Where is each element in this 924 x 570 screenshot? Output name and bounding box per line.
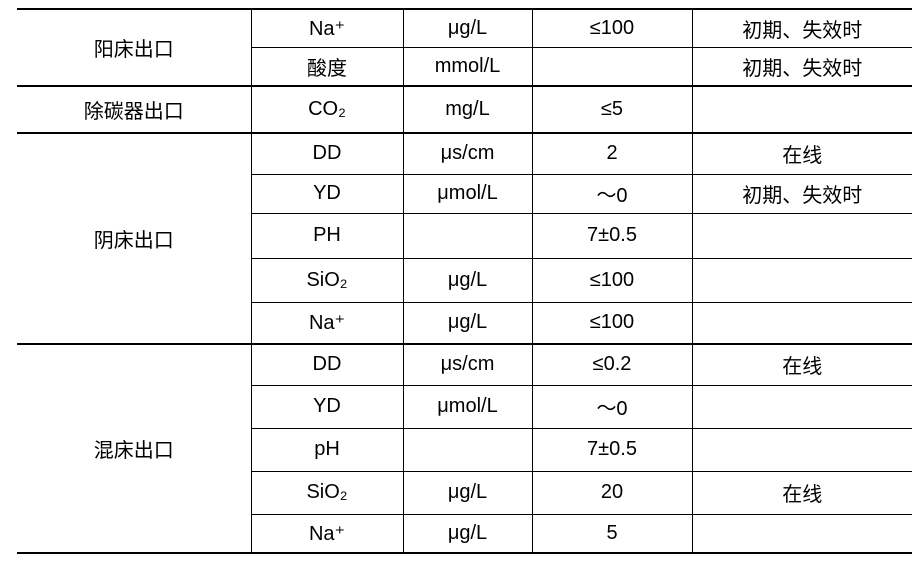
- group-label: 阴床出口: [17, 132, 252, 345]
- item-cell: DD: [250, 343, 404, 386]
- unit-cell: μg/L: [402, 301, 533, 345]
- value-cell: ≤100: [531, 301, 693, 345]
- note-cell: [691, 301, 912, 345]
- table-row: 阴床出口 DD μs/cm 2 在线: [17, 132, 912, 345]
- value-cell: ≤100: [531, 257, 693, 303]
- item-cell: Na⁺: [251, 301, 404, 345]
- table-row: SiO₂ μg/L ≤100: [17, 257, 912, 303]
- value-cell: ≤0.2: [531, 343, 693, 386]
- table-body: 阳床出口 Na⁺ μg/L ≤100 初期、失效时 酸度 mmol/L 初期、失效时 除碳器出口…: [17, 8, 912, 554]
- unit-cell: μmol/L: [402, 173, 533, 214]
- item-cell: PH: [251, 212, 404, 259]
- note-cell: 初期、失效时: [691, 46, 912, 87]
- note-cell: 初期、失效时: [691, 8, 912, 48]
- item-cell: 酸度: [251, 46, 404, 87]
- item-cell: DD: [250, 132, 404, 175]
- group-label: 除碳器出口: [17, 85, 252, 134]
- unit-cell: μg/L: [402, 513, 533, 554]
- group-label: 混床出口: [17, 343, 252, 554]
- note-cell: [691, 427, 912, 472]
- note-cell: [691, 384, 912, 429]
- unit-cell: μs/cm: [402, 343, 533, 386]
- note-cell: [691, 85, 912, 134]
- table-row: SiO₂ μg/L 20 在线: [17, 470, 912, 515]
- value-cell: 7±0.5: [531, 212, 693, 259]
- note-cell: 在线: [691, 470, 912, 515]
- table-row: YD μmol/L ～0: [17, 384, 912, 429]
- item-cell: pH: [251, 427, 404, 472]
- value-cell: ≤100: [531, 8, 693, 48]
- value-cell: 20: [531, 470, 693, 515]
- table-row: 混床出口 DD μs/cm ≤0.2 在线: [17, 343, 912, 554]
- unit-cell: mmol/L: [402, 46, 533, 87]
- item-cell: Na⁺: [251, 513, 404, 554]
- water-quality-table: 阳床出口 Na⁺ μg/L ≤100 初期、失效时 酸度 mmol/L 初期、失效时 除碳器出口…: [17, 8, 912, 554]
- table-row: 除碳器出口 CO₂ mg/L ≤5: [17, 85, 912, 134]
- value-cell: [531, 46, 693, 87]
- group-label: 阳床出口: [17, 8, 252, 87]
- table-row: Na⁺ μg/L 5: [17, 513, 912, 554]
- item-cell: Na⁺: [250, 8, 404, 48]
- value-cell: 5: [531, 513, 693, 554]
- value-cell: ～0: [531, 384, 693, 429]
- table-row: YD μmol/L ～0 初期、失效时: [17, 173, 912, 214]
- note-cell: [691, 257, 912, 303]
- note-cell: 在线: [691, 132, 912, 175]
- value-cell: ≤5: [531, 85, 693, 134]
- unit-cell: μs/cm: [402, 132, 533, 175]
- table-row: PH 7±0.5: [17, 212, 912, 259]
- table-row: Na⁺ μg/L ≤100: [17, 301, 912, 345]
- note-cell: 初期、失效时: [691, 173, 912, 214]
- item-cell: CO₂: [250, 85, 404, 134]
- note-cell: [691, 513, 912, 554]
- unit-cell: μmol/L: [402, 384, 533, 429]
- unit-cell: μg/L: [402, 8, 533, 48]
- item-cell: SiO₂: [251, 257, 404, 303]
- item-cell: SiO₂: [251, 470, 404, 515]
- value-cell: 2: [531, 132, 693, 175]
- value-cell: 7±0.5: [531, 427, 693, 472]
- note-cell: 在线: [691, 343, 912, 386]
- item-cell: YD: [251, 384, 404, 429]
- note-cell: [691, 212, 912, 259]
- unit-cell: [402, 212, 533, 259]
- unit-cell: mg/L: [402, 85, 533, 134]
- unit-cell: μg/L: [402, 470, 533, 515]
- table-row: 阳床出口 Na⁺ μg/L ≤100 初期、失效时: [17, 8, 912, 87]
- unit-cell: [402, 427, 533, 472]
- value-cell: ～0: [531, 173, 693, 214]
- table-row: pH 7±0.5: [17, 427, 912, 472]
- item-cell: YD: [251, 173, 404, 214]
- unit-cell: μg/L: [402, 257, 533, 303]
